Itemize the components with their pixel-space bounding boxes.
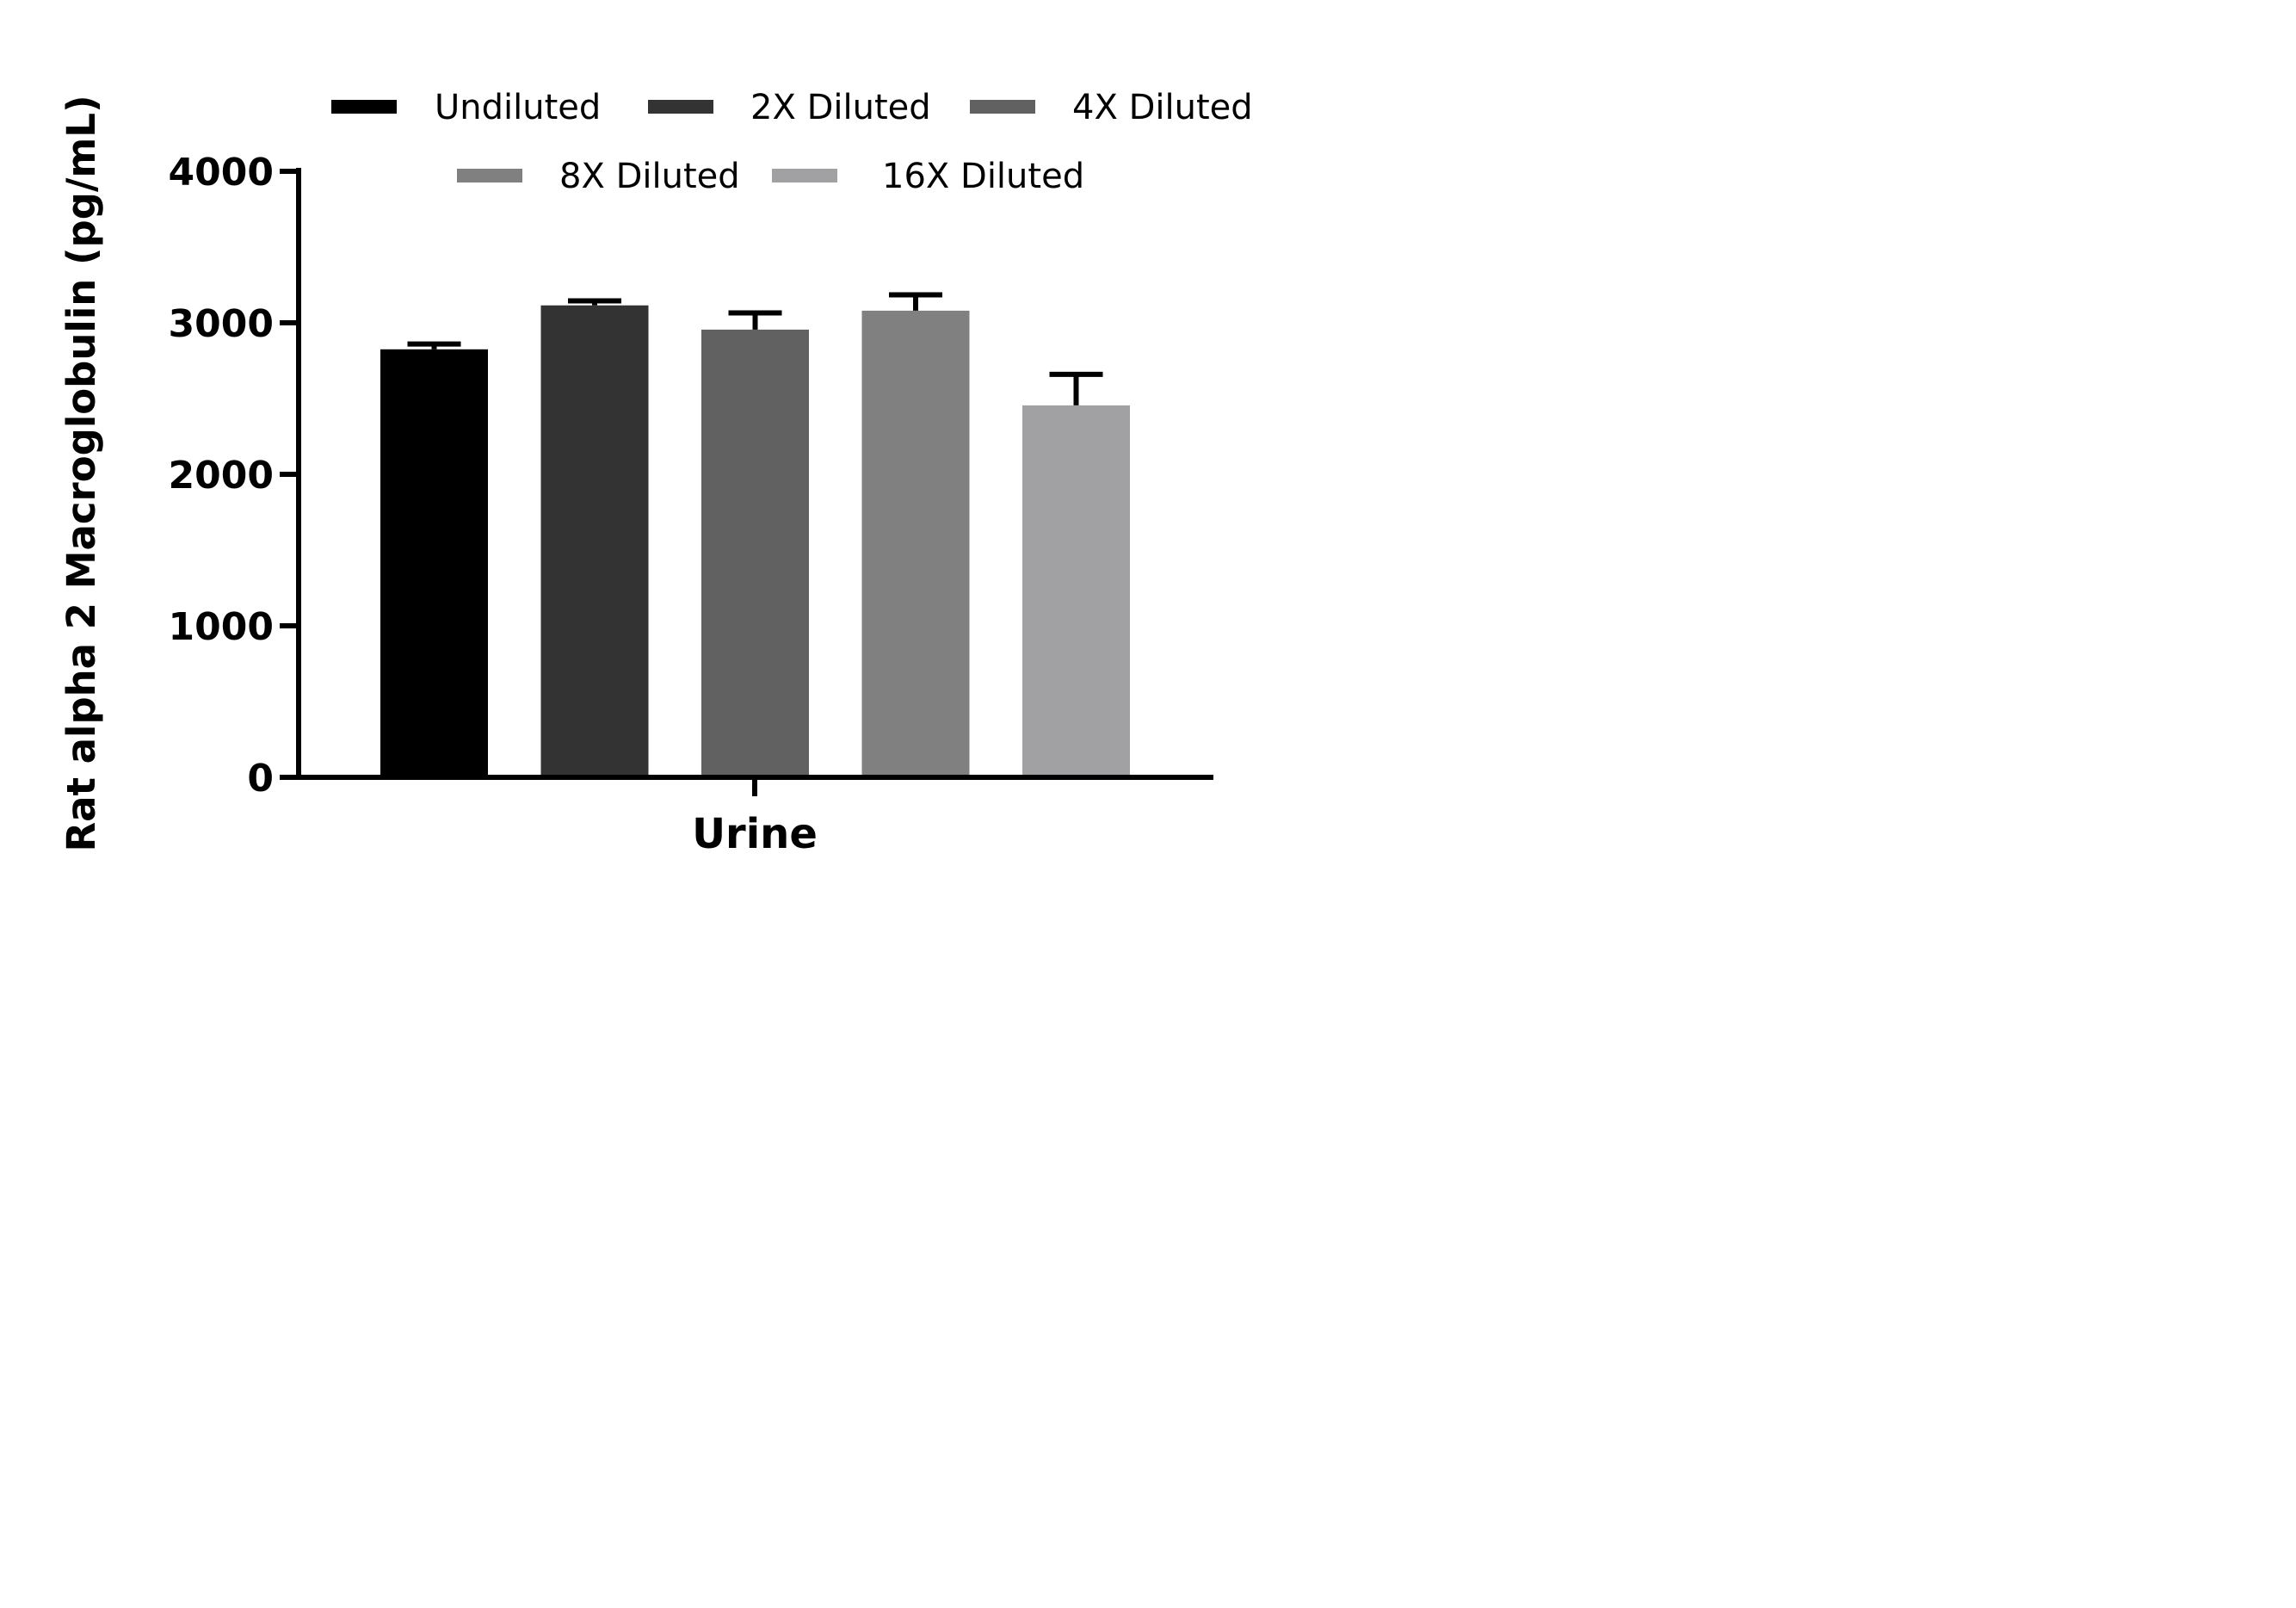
legend-swatch: [331, 100, 397, 114]
bar-chart: Undiluted 2X Diluted 4X Diluted 8X Diluted 1…: [59, 88, 1253, 858]
legend-label: 16X Diluted: [882, 157, 1084, 196]
bar-4x-diluted: [701, 329, 809, 777]
x-axis: [296, 775, 1213, 796]
legend-label: Undiluted: [435, 88, 601, 127]
legend: Undiluted 2X Diluted 4X Diluted 8X Diluted 1…: [331, 88, 1253, 196]
bar-8x-diluted: [861, 310, 970, 777]
y-axis-label: Rat alpha 2 Macroglobulin (pg/mL): [59, 95, 104, 851]
y-tick-label: 0: [247, 757, 274, 801]
y-tick-label: 1000: [169, 605, 274, 649]
y-tick-label: 3000: [169, 302, 274, 346]
legend-label: 8X Diluted: [559, 157, 740, 196]
y-tick-label: 2000: [169, 454, 274, 498]
plot-area: [380, 292, 1130, 777]
y-tick-label: 4000: [169, 151, 274, 195]
bar-undiluted: [380, 349, 488, 777]
legend-label: 2X Diluted: [750, 88, 931, 127]
legend-swatch: [648, 100, 713, 114]
bar-16x-diluted: [1022, 405, 1130, 777]
legend-swatch: [970, 100, 1035, 114]
legend-label: 4X Diluted: [1072, 88, 1253, 127]
y-axis: 0 1000 2000 3000 4000: [169, 151, 301, 801]
legend-swatch: [772, 169, 837, 182]
x-axis-label: Urine: [692, 810, 818, 858]
bar-2x-diluted: [540, 305, 649, 777]
legend-swatch: [457, 169, 522, 182]
